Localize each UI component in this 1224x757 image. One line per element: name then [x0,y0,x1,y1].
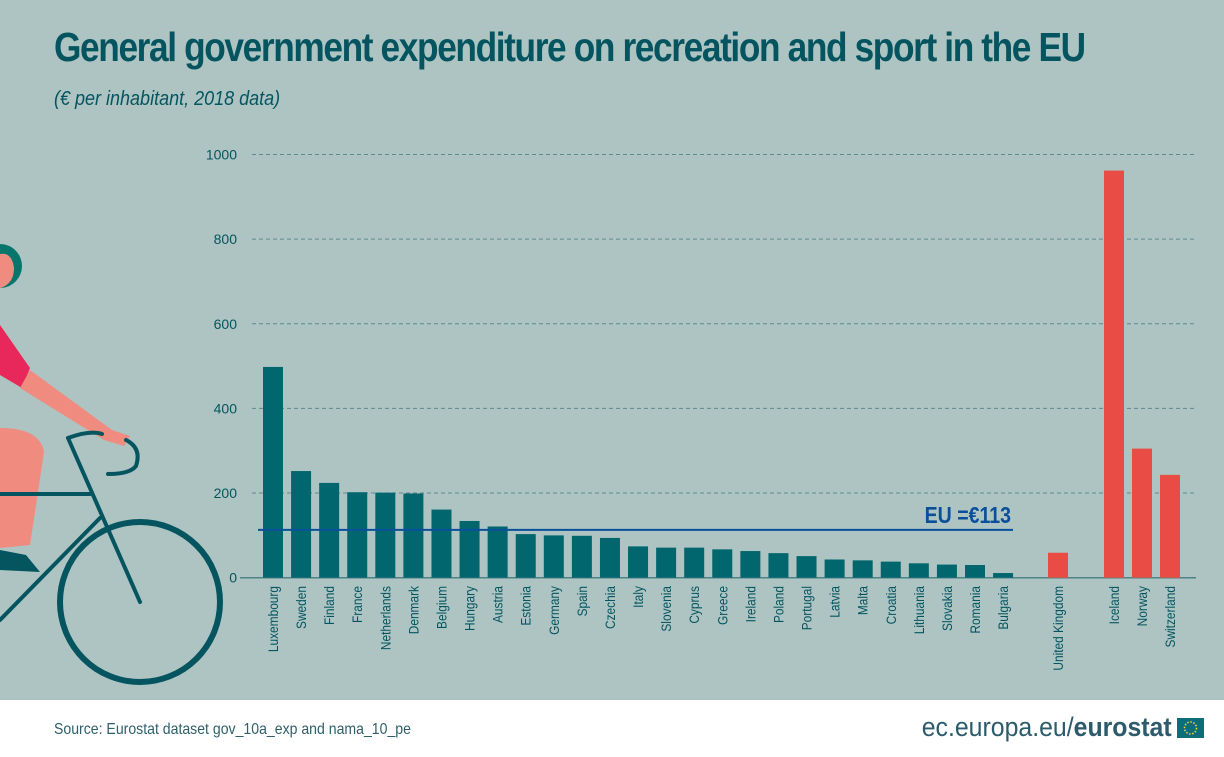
bar-croatia [880,561,901,578]
bar-switzerland [1160,474,1180,578]
x-tick-label: Belgium [434,586,450,629]
x-tick-label: Netherlands [377,586,393,651]
bike-fork [66,436,142,604]
bar-denmark [403,493,424,578]
bar-portugal [796,556,817,578]
y-tick-label: 1000 [206,147,237,163]
bar-slovenia [656,547,677,578]
x-tick-label: Slovakia [939,585,955,631]
chart-panel [0,0,1224,700]
cyclist-leg [0,428,44,548]
bike-handlebar [66,430,104,440]
bar-sweden [291,471,312,578]
bar-lithuania [908,563,929,578]
bar-estonia [515,534,536,578]
y-tick-label: 600 [214,316,238,332]
x-tick-label: Switzerland [1162,586,1178,647]
bar-spain [571,535,592,578]
bar-france [347,492,368,578]
x-tick-label: Estonia [518,585,534,625]
bar-norway [1132,448,1152,578]
y-tick-label: 0 [229,570,237,586]
x-tick-label: Norway [1134,586,1150,627]
x-tick-label: Malta [855,585,871,615]
bar-belgium [431,509,452,578]
cyclist-arm [20,370,130,446]
brand-bold: eurostat [1073,712,1172,742]
x-tick-label: Denmark [405,586,421,635]
bar-malta [852,560,873,578]
bike-handlebar-drop [106,438,140,476]
x-tick-label: Spain [574,586,590,616]
y-tick-label: 800 [214,231,238,247]
bar-luxembourg [263,366,283,578]
cyclist-face [0,253,14,288]
bar-netherlands [375,492,396,578]
x-tick-label: Bulgaria [995,585,1011,629]
x-tick-label: France [349,586,365,623]
x-tick-label: Portugal [799,586,815,630]
x-tick-label: Cyprus [686,586,702,624]
cyclist-shirt [0,325,30,388]
x-tick-label: Lithuania [911,585,927,634]
x-tick-label: Croatia [883,585,899,624]
eu-average-label: EU =€113 [925,502,1011,528]
bar-cyprus [684,547,705,578]
bar-romania [965,565,985,578]
brand-prefix: ec.europa.eu/ [922,712,1074,742]
eurostat-link[interactable]: ec.europa.eu/eurostat [922,712,1172,743]
x-tick-label: Ireland [742,586,758,622]
chart-subtitle: (€ per inhabitant, 2018 data) [54,88,281,110]
x-tick-label: Poland [771,586,787,623]
bar-hungary [459,520,480,578]
bar-iceland [1104,170,1124,578]
eu-stars-icon [1183,721,1198,735]
x-tick-label: Greece [714,586,730,625]
bar-latvia [824,559,845,578]
bar-chart: 0 200 400 600 800 1000 Luxembourg Sweden Finlan… [206,147,1196,671]
y-tick-label: 400 [214,400,238,416]
cyclist-shoe [0,550,40,572]
x-tick-label: United Kingdom [1050,586,1066,671]
eu-flag-icon [1177,718,1204,738]
source-note: Source: Eurostat dataset gov_10a_exp and… [54,721,411,738]
cyclist-illustration [0,244,223,685]
x-tick-label: Slovenia [658,585,674,631]
bar-germany [543,535,564,578]
bar-austria [487,526,508,578]
x-tick-label: Austria [490,585,506,623]
x-tick-label: Finland [321,586,337,625]
bar-bulgaria [993,573,1014,578]
x-tick-label: Latvia [827,585,843,617]
chart-title: General government expenditure on recrea… [54,24,1086,70]
x-tick-label: Sweden [293,586,309,629]
bar-slovakia [936,564,957,578]
bar-czechia [599,537,620,578]
x-tick-label: Italy [630,586,646,608]
y-tick-label: 200 [214,485,238,501]
bike-front-wheel [57,519,223,685]
bar-poland [768,553,789,578]
x-tick-label: Iceland [1106,586,1122,624]
x-tick-label: Romania [967,585,983,633]
x-tick-label: Hungary [462,586,478,631]
bike-down-tube [0,516,102,622]
bar-ireland [740,551,761,578]
x-tick-label: Germany [546,586,562,635]
x-tick-label: Czechia [602,585,618,629]
bar-greece [712,549,733,578]
bar-italy [628,546,649,578]
x-tick-label: Luxembourg [265,586,281,652]
bar-united-kingdom [1048,552,1068,578]
